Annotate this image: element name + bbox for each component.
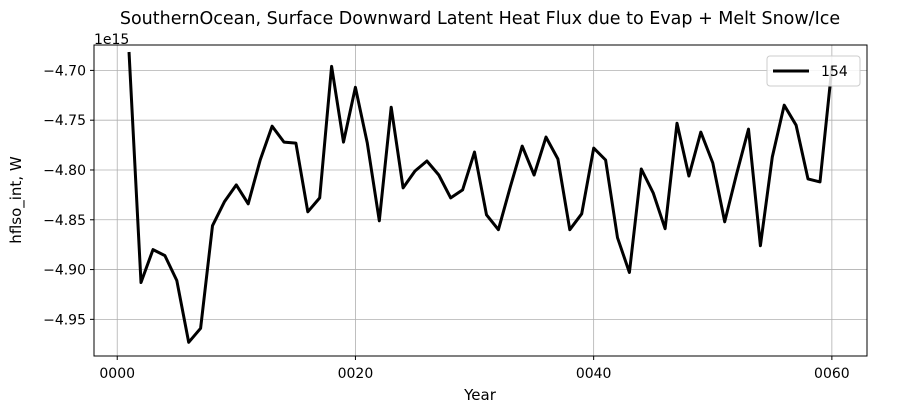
chart-title: SouthernOcean, Surface Downward Latent H… [120,9,840,29]
series-line-154 [127,51,834,344]
y-tick-label: −4.85 [43,213,86,229]
x-axis-label: Year [463,386,497,404]
x-tick-label: 0060 [814,366,850,382]
y-tick-label: −4.75 [43,113,86,129]
plot-area [93,44,868,357]
y-tick-label: −4.80 [43,163,86,179]
y-tick-label: −4.95 [43,312,86,328]
legend-box [766,55,861,87]
y-tick-label: −4.70 [43,63,86,79]
x-tick-label: 0000 [99,366,135,382]
legend: 154 [766,55,861,87]
x-tick-label: 0020 [338,366,374,382]
y-axis-label: hflso_int, W [7,156,26,244]
legend-label: 154 [821,64,848,80]
gridlines [94,45,867,356]
y-offset-text: 1e15 [94,32,129,48]
y-tick-label: −4.90 [43,263,86,279]
axes: 0000 0020 0040 0060 −4.95 −4.90 −4.85 −4.80 −4.7… [43,63,850,382]
x-tick-label: 0040 [576,366,612,382]
